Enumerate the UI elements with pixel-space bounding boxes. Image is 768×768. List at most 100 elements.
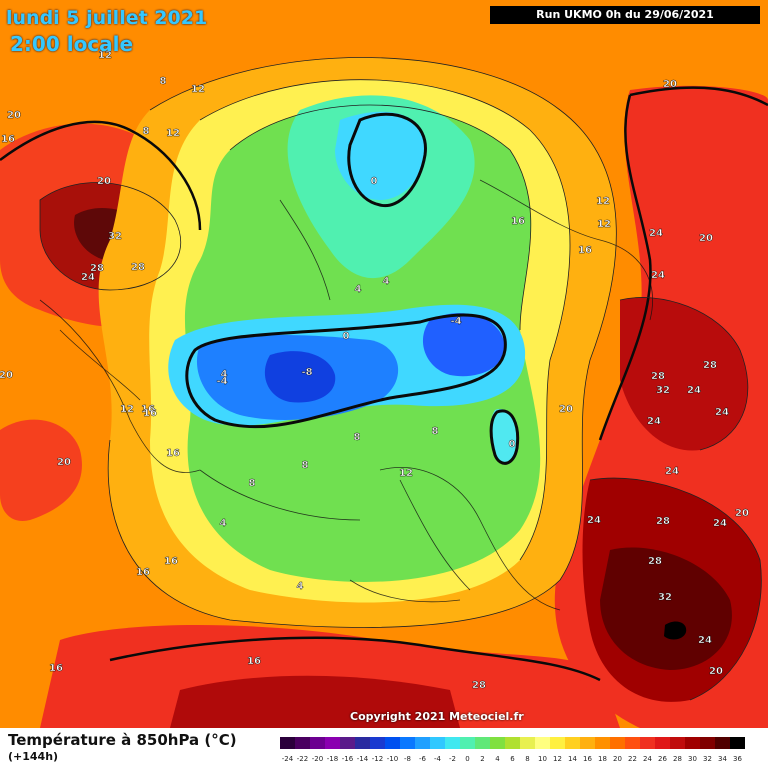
label-16-f: 16 <box>166 448 180 459</box>
label-20-g: 20 <box>735 508 749 519</box>
temperature-map: 12 8 12 8 12 20 16 20 32 28 28 24 20 16 12 0 4 4 0 -4 -8 4 -4 0… <box>0 0 768 728</box>
label-28-a: 28 <box>90 263 104 274</box>
label-0-c: 0 <box>509 439 516 450</box>
legend-tick-label: 22 <box>628 755 637 763</box>
legend-swatch <box>505 737 520 749</box>
legend-tick-label: 28 <box>673 755 682 763</box>
label-32-a: 32 <box>108 231 122 242</box>
label-24-g: 24 <box>587 515 601 526</box>
label-24-f: 24 <box>647 416 661 427</box>
map-title: Température à 850hPa (°C) <box>8 731 237 749</box>
label-8-c: 8 <box>354 432 361 443</box>
legend-tick-label: 12 <box>553 755 562 763</box>
label-16-e: 16 <box>143 408 157 419</box>
legend-tick-label: 30 <box>688 755 697 763</box>
label-0-b: 0 <box>343 331 350 342</box>
legend-tick-label: -18 <box>327 755 338 763</box>
label-12-b: 12 <box>191 84 205 95</box>
label-8-e: 8 <box>302 460 309 471</box>
thin-contours <box>39 57 762 701</box>
legend-swatch <box>610 737 625 749</box>
legend-tick-label: 16 <box>583 755 592 763</box>
color-scale-legend: -24 -22 -20 -18 -16 -14 -12 -10 -8 -6 -4 -2 0 2 4 6 8 10 1… <box>280 737 745 763</box>
label-8-f: 8 <box>249 478 256 489</box>
field-cyan-island <box>490 409 519 464</box>
label-28-b: 28 <box>131 262 145 273</box>
label-20-c: 20 <box>0 370 13 381</box>
label-16-a: 16 <box>1 134 15 145</box>
legend-swatch <box>460 737 475 749</box>
forecast-time: 2:00 locale <box>10 32 134 56</box>
legend-tick-label: -14 <box>357 755 369 763</box>
label-neg4-a: -4 <box>450 316 461 327</box>
legend-tick-label: -20 <box>312 755 323 763</box>
field-maroon-se <box>600 547 732 670</box>
legend-swatch <box>400 737 415 749</box>
legend-swatch <box>475 737 490 749</box>
legend-tick-label: 18 <box>598 755 607 763</box>
label-16-j: 16 <box>49 663 63 674</box>
label-24-b: 24 <box>649 228 663 239</box>
label-20-b: 20 <box>97 176 111 187</box>
legend-swatch <box>370 737 385 749</box>
label-20-f: 20 <box>559 404 573 415</box>
field-black-se <box>664 621 687 640</box>
label-16-g: 16 <box>136 567 150 578</box>
legend-tick-label: 4 <box>495 755 500 763</box>
field-blue-east <box>422 313 505 377</box>
legend-tick-label: 36 <box>733 755 742 763</box>
legend-tick-label: 20 <box>613 755 622 763</box>
label-12-a: 12 <box>98 50 112 61</box>
copyright-text: Copyright 2021 Meteociel.fr <box>350 710 524 723</box>
label-12-c: 12 <box>166 128 180 139</box>
legend-tick-label: 6 <box>510 755 515 763</box>
label-20-a: 20 <box>7 110 21 121</box>
legend-swatch <box>385 737 400 749</box>
label-0-a: 0 <box>371 176 378 187</box>
legend-tick-label: -22 <box>297 755 308 763</box>
legend-swatch <box>550 737 565 749</box>
label-4-e: 4 <box>297 581 304 592</box>
label-20-h: 20 <box>709 666 723 677</box>
forecast-lead-time: (+144h) <box>8 750 59 763</box>
legend-swatch <box>685 737 700 749</box>
model-run-label: Run UKMO 0h du 29/06/2021 <box>490 6 760 24</box>
label-28-f: 28 <box>648 556 662 567</box>
label-24-e: 24 <box>715 407 729 418</box>
label-4-d: 4 <box>220 518 227 529</box>
label-16-b: 16 <box>141 404 155 415</box>
legend-swatch <box>355 737 370 749</box>
label-12-f: 12 <box>597 219 611 230</box>
legend-swatch <box>730 737 745 749</box>
legend-swatch <box>655 737 670 749</box>
legend-swatch <box>310 737 325 749</box>
legend-tick-label: -6 <box>419 755 427 763</box>
label-8-d: 8 <box>432 426 439 437</box>
label-12-e: 12 <box>596 196 610 207</box>
legend-tick-label: -12 <box>372 755 383 763</box>
coastlines <box>39 179 653 611</box>
label-16-h: 16 <box>164 556 178 567</box>
legend-tick-label: -24 <box>282 755 294 763</box>
legend-tick-label: -4 <box>434 755 442 763</box>
forecast-date: lundi 5 juillet 2021 <box>6 7 208 29</box>
label-16-d: 16 <box>578 245 592 256</box>
legend-swatch <box>565 737 580 749</box>
legend-swatch <box>295 737 310 749</box>
legend-tick-label: -2 <box>449 755 456 763</box>
legend-tick-label: 0 <box>465 755 469 763</box>
label-8-a: 8 <box>160 76 167 87</box>
legend-swatch <box>490 737 505 749</box>
legend-swatch <box>700 737 715 749</box>
legend-tick-label: 14 <box>568 755 577 763</box>
legend-tick-label: -10 <box>387 755 398 763</box>
legend-swatch <box>640 737 655 749</box>
legend-tick-label: 34 <box>718 755 727 763</box>
label-24-a: 24 <box>81 272 95 283</box>
label-20-i: 20 <box>57 457 71 468</box>
legend-tick-label: 8 <box>525 755 529 763</box>
label-24-i: 24 <box>698 635 712 646</box>
legend-swatch <box>715 737 730 749</box>
label-28-d: 28 <box>703 360 717 371</box>
label-24-j: 24 <box>713 518 727 529</box>
